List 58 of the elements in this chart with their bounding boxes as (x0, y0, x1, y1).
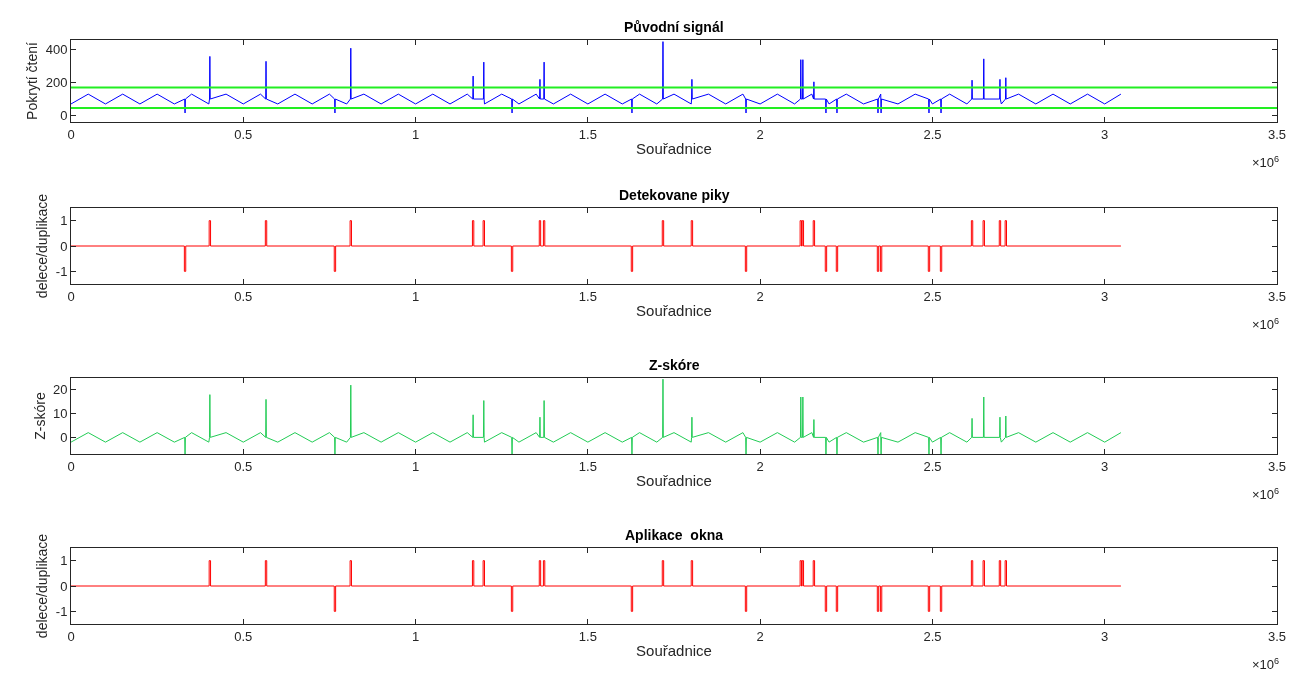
chart-title: Aplikace okna (625, 527, 724, 543)
x-tick-label: 1 (411, 288, 420, 304)
x-tick-label: 2.5 (923, 126, 942, 142)
y-tick-label: 1 (60, 213, 68, 229)
y-axis-title: delece/duplikace (34, 193, 51, 299)
x-tick-label: 2.5 (923, 628, 942, 644)
x-tick-label: 3.5 (1267, 628, 1287, 644)
chart-title: Původní signál (624, 19, 724, 35)
y-axis-title: Pokrytí čtení (24, 41, 41, 120)
x-tick-label: 2 (756, 126, 764, 142)
x-tick-label: 2 (756, 458, 764, 474)
x-tick-label: 3 (1101, 458, 1109, 474)
x-tick-label: 2.5 (923, 288, 942, 304)
y-tick-label: 0 (60, 578, 68, 594)
y-tick-label: 20 (52, 382, 68, 398)
x-tick-label: 1 (411, 628, 420, 644)
x-tick-label: 0.5 (234, 628, 253, 644)
chart-title: Z-skóre (649, 357, 700, 373)
x-tick-label: 3 (1101, 288, 1109, 304)
x-tick-label: 0.5 (234, 458, 253, 474)
x-axis-title: Souřadnice (636, 471, 712, 489)
x-tick-label: 0.5 (234, 126, 253, 142)
x-tick-label: 2.5 (923, 458, 942, 474)
text: ×10$^{6}$ (1252, 656, 1280, 673)
line-series (71, 378, 1122, 454)
x-axis-title: Souřadnice (636, 139, 712, 157)
x-tick-label: 3.5 (1267, 126, 1287, 142)
y-axis-title: Z-skóre (31, 392, 48, 440)
x-tick-label: 1.5 (578, 458, 597, 474)
text: ×10$^{6}$ (1252, 486, 1280, 503)
y-tick-label: -1 (55, 263, 68, 279)
y-tick-label: -1 (55, 603, 68, 619)
y-tick-label: 10 (52, 406, 68, 422)
x-tick-label: 1.5 (578, 126, 597, 142)
y-tick-label: 0 (60, 107, 68, 123)
text: ×10$^{6}$ (1252, 154, 1280, 171)
y-axis-title: delece/duplikace (34, 533, 51, 639)
x-tick-label: 3 (1101, 628, 1109, 644)
x-tick-label: 3.5 (1267, 458, 1287, 474)
y-tick-label: 200 (45, 75, 68, 91)
y-tick-label: 0 (60, 238, 68, 254)
x-tick-label: 1 (411, 126, 420, 142)
x-tick-label: 0.5 (234, 288, 253, 304)
chart-title: Detekovane piky (619, 187, 730, 203)
y-tick-label: 400 (45, 42, 68, 58)
x-tick-label: 2 (756, 628, 764, 644)
x-tick-label: 1.5 (578, 288, 597, 304)
y-tick-label: 1 (60, 553, 68, 569)
x-tick-label: 2 (756, 288, 764, 304)
x-tick-label: 1 (411, 458, 420, 474)
text: ×10$^{6}$ (1252, 316, 1280, 333)
x-axis-title: Souřadnice (636, 301, 712, 319)
line-series (71, 41, 1122, 114)
x-tick-label: 3 (1101, 126, 1109, 142)
x-tick-label: 1.5 (578, 628, 597, 644)
y-tick-label: 0 (60, 429, 68, 445)
x-axis-title: Souřadnice (636, 641, 712, 659)
x-tick-label: 3.5 (1267, 288, 1287, 304)
